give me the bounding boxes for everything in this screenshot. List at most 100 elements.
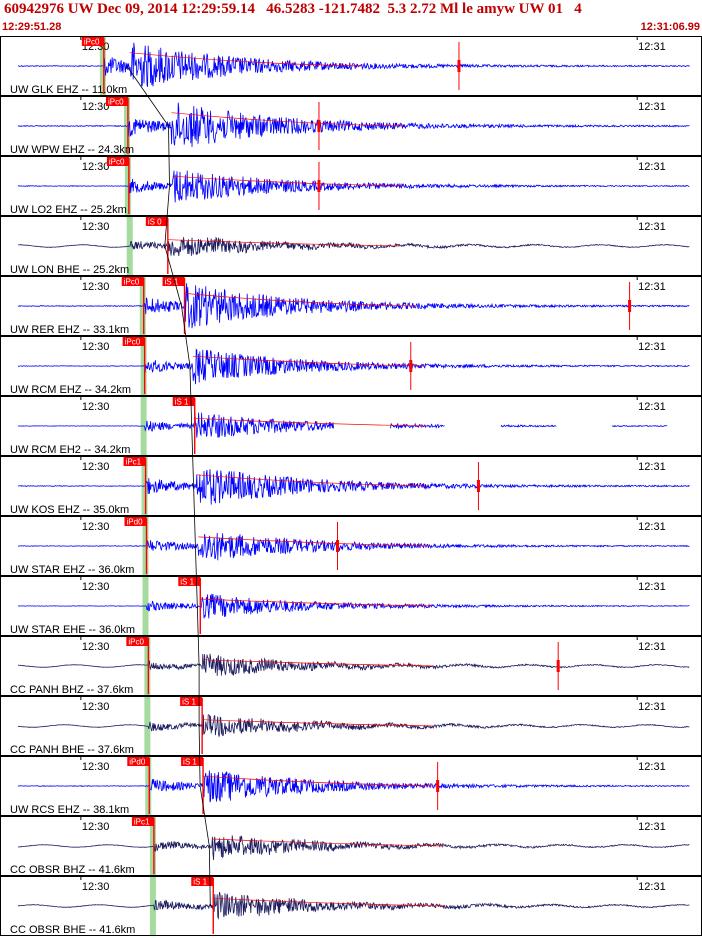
travel-time-curve	[126, 65, 211, 907]
minute-tick-label: 12:31	[638, 221, 666, 233]
window-start-time: 12:29:51.28	[2, 21, 62, 33]
minute-tick-label: 12:31	[638, 101, 666, 113]
station-label: CC PANH BHE -- 37.6km	[10, 744, 134, 756]
trace-panel: 12:30 12:31 iPc1 CC OBSR BHZ -- 41.6km	[0, 816, 702, 876]
minute-tick-label: 12:30	[82, 821, 110, 833]
pick-flag	[191, 877, 214, 886]
minute-tick-label: 12:31	[638, 521, 666, 533]
seismogram-panels: 12:30 12:31 iPc0 UW GLK EHZ -- 11.0km 12:30 1…	[0, 36, 702, 938]
station-label: CC PANH BHZ -- 37.6km	[10, 684, 133, 696]
amplitude-spike-marker	[317, 120, 321, 132]
coda-envelope	[200, 598, 433, 607]
minute-tick-label: 12:30	[82, 101, 110, 113]
station-label: UW KOS EHZ -- 35.0km	[10, 504, 129, 516]
pick-label: iPc0	[109, 158, 125, 167]
pick-flag	[126, 637, 149, 646]
coda-envelope	[203, 775, 435, 787]
pick-flag	[81, 37, 104, 46]
pick-label: iS 1	[180, 578, 194, 587]
coda-envelope	[212, 838, 445, 847]
pick-flag	[131, 817, 154, 826]
trace-panel: 12:30 12:31 iPd0 UW STAR EHZ -- 36.0km	[0, 516, 702, 576]
waveform	[17, 411, 668, 438]
pick-flag	[123, 457, 146, 466]
trace-panel: 12:30 12:31 iPc0 UW LO2 EHZ -- 25.2km	[0, 156, 702, 216]
station-label: UW WPW EHZ -- 24.3km	[10, 144, 134, 156]
minute-tick-label: 12:30	[82, 221, 110, 233]
minute-tick-label: 12:30	[82, 761, 110, 773]
pick-label: iS 1	[193, 878, 207, 887]
pick-label: iS 1	[165, 278, 179, 287]
waveform	[17, 532, 690, 561]
pick-flag	[162, 277, 185, 286]
waveform	[18, 593, 690, 619]
coda-envelope	[167, 239, 400, 247]
pick-label: iS 1	[175, 398, 189, 407]
waveform	[17, 770, 690, 803]
minute-tick-label: 12:31	[638, 461, 666, 473]
station-label: UW RCM EH2 -- 34.2km	[10, 444, 130, 456]
waveform	[17, 714, 690, 738]
event-title: 60942976 UW Dec 09, 2014 12:29:59.14 46.…	[4, 1, 582, 17]
minute-tick-label: 12:30	[82, 461, 110, 473]
window-end-time: 12:31:06.99	[640, 21, 700, 33]
waveform	[17, 170, 690, 203]
amplitude-spike-marker	[409, 360, 413, 372]
trace-panel: 12:30 12:31 iS 0 UW LON BHE -- 25.2km	[0, 216, 702, 276]
amplitude-spike-marker	[556, 660, 560, 672]
event-header: 60942976 UW Dec 09, 2014 12:29:59.14 46.…	[0, 0, 702, 37]
minute-tick-label: 12:31	[638, 641, 666, 653]
amplitude-spike-marker	[476, 480, 480, 492]
pick-label: iS 1	[182, 698, 196, 707]
trace-panel: 12:30 12:31 iPc0 UW RCM EHZ -- 34.2km	[0, 336, 702, 396]
trace-panel: 12:30 12:31 iPc0 UW WPW EHZ -- 24.3km	[0, 96, 702, 156]
minute-tick-label: 12:30	[82, 701, 110, 713]
minute-tick-label: 12:31	[638, 401, 666, 413]
pick-flag	[105, 97, 128, 106]
trace-panel: 12:30 12:31 iS 1 CC PANH BHE -- 37.6km	[0, 696, 702, 756]
amplitude-spike-marker	[457, 60, 461, 72]
pick-label: iS 1	[183, 758, 197, 767]
pick-flag	[180, 697, 203, 706]
pick-flag	[181, 757, 204, 766]
pick-label: iS 0	[148, 218, 162, 227]
trace-panel: 12:30 12:31 iPc0 CC PANH BHZ -- 37.6km	[0, 636, 702, 696]
station-label: UW GLK EHZ -- 11.0km	[10, 84, 127, 96]
coda-envelope	[213, 897, 446, 907]
p-arrival-band	[144, 637, 151, 695]
minute-tick-label: 12:30	[82, 281, 110, 293]
minute-tick-label: 12:31	[638, 41, 666, 53]
station-label: UW RCM EHZ -- 34.2km	[10, 384, 131, 396]
waveform	[17, 42, 690, 87]
minute-tick-label: 12:31	[638, 701, 666, 713]
pick-label: iPc0	[124, 278, 140, 287]
coda-envelope	[196, 474, 429, 487]
minute-tick-label: 12:30	[82, 881, 110, 893]
minute-tick-label: 12:31	[638, 341, 666, 353]
minute-tick-label: 12:30	[82, 401, 110, 413]
pick-flag	[121, 277, 144, 286]
waveform	[17, 283, 690, 329]
pick-flag	[124, 517, 147, 526]
station-label: UW RER EHZ -- 33.1km	[10, 324, 129, 336]
p-arrival-band	[149, 877, 156, 935]
amplitude-spike-marker	[436, 780, 440, 792]
minute-tick-label: 12:31	[638, 881, 666, 893]
pick-label: iPc1	[126, 458, 142, 467]
minute-tick-label: 12:30	[82, 641, 110, 653]
waveform	[18, 835, 690, 861]
pick-flag	[127, 757, 150, 766]
trace-panel: 12:30 12:31 iPd0 iS 1 UW RCS EHZ -- 38.1km	[0, 756, 702, 816]
pick-label: iPc0	[108, 98, 124, 107]
minute-tick-label: 12:31	[638, 581, 666, 593]
amplitude-spike-marker	[336, 540, 340, 552]
coda-envelope	[202, 719, 434, 727]
trace-panel: 12:30 12:31 iPc1 UW KOS EHZ -- 35.0km	[0, 456, 702, 516]
station-label: CC OBSR BHE -- 41.6km	[10, 924, 135, 936]
trace-panel: 12:30 12:31 iS 1 CC OBSR BHE -- 41.6km	[0, 876, 702, 936]
coda-envelope	[198, 536, 431, 547]
pick-label: iPd0	[127, 518, 144, 527]
coda-envelope	[192, 355, 425, 367]
minute-tick-label: 12:31	[638, 161, 666, 173]
